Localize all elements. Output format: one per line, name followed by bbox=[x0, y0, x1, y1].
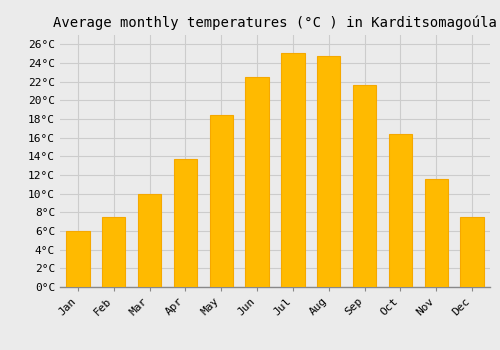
Bar bbox=[66, 231, 90, 287]
Bar bbox=[102, 217, 126, 287]
Title: Average monthly temperatures (°C ) in Karditsomagoúla: Average monthly temperatures (°C ) in Ka… bbox=[53, 15, 497, 30]
Bar bbox=[460, 217, 483, 287]
Bar bbox=[210, 115, 233, 287]
Bar bbox=[317, 56, 340, 287]
Bar bbox=[353, 85, 376, 287]
Bar bbox=[174, 159, 197, 287]
Bar bbox=[138, 194, 161, 287]
Bar bbox=[424, 179, 448, 287]
Bar bbox=[282, 53, 304, 287]
Bar bbox=[389, 134, 412, 287]
Bar bbox=[246, 77, 268, 287]
